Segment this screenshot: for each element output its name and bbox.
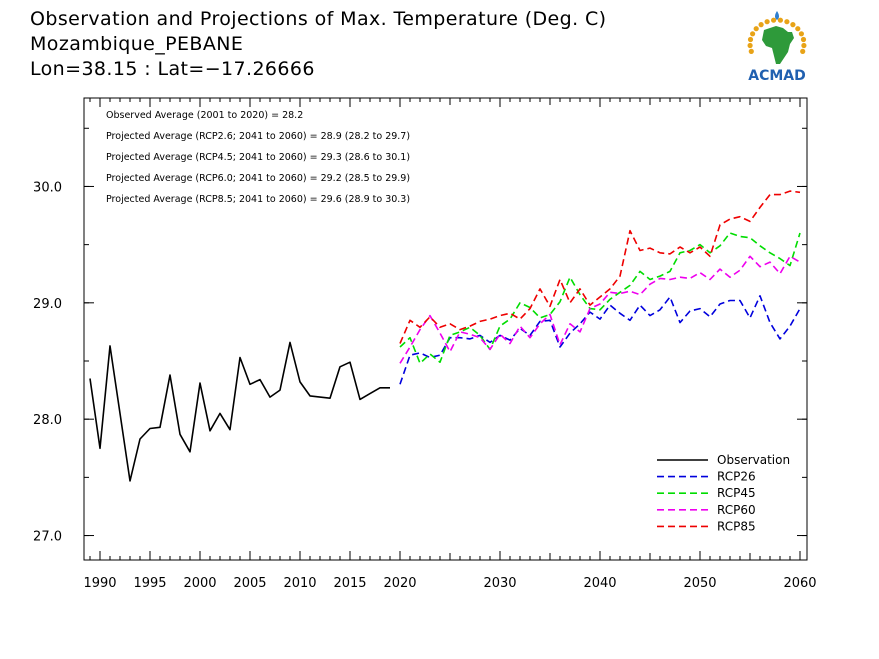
- sun-ray: [801, 42, 807, 49]
- logo-text: ACMAD: [748, 68, 806, 84]
- y-axis: 27.0 28.0 29.0 30.0: [33, 127, 807, 545]
- x-tick-label: 2030: [483, 576, 516, 591]
- legend: Observation RCP26 RCP45 RCP60 RCP85: [657, 453, 790, 533]
- series-observation: [89, 341, 390, 482]
- location-name: Mozambique_PEBANE: [30, 33, 244, 55]
- series-rcp26: [399, 294, 801, 385]
- coordinates: Lon=38.15 : Lat=−17.26666: [30, 58, 315, 80]
- y-tick-label: 28.0: [33, 413, 62, 428]
- sun-ring: [747, 17, 807, 55]
- x-tick-label: 2005: [233, 576, 266, 591]
- sun-ray: [747, 36, 754, 43]
- sun-ray: [784, 19, 790, 25]
- series-rcp85: [399, 190, 801, 344]
- sun-ray: [758, 22, 764, 28]
- sun-ray: [753, 26, 759, 32]
- sun-ray: [771, 17, 777, 23]
- plot-frame: [83, 97, 808, 561]
- sun-ray: [764, 19, 770, 25]
- legend-label: RCP60: [717, 503, 756, 517]
- legend-label: RCP26: [717, 470, 756, 484]
- x-tick-label: 2060: [783, 576, 816, 591]
- sun-ray: [798, 31, 804, 37]
- x-tick-label: 2040: [583, 576, 616, 591]
- water-drop-icon: [775, 11, 779, 20]
- sun-ray: [747, 42, 753, 49]
- x-tick-label: 1995: [133, 576, 166, 591]
- x-axis: 1990 1995 2000 2005 2010 2015 2020 2030 2040 2050…: [83, 98, 817, 591]
- x-tick-label: 2000: [183, 576, 216, 591]
- x-tick-label: 2020: [383, 576, 416, 591]
- y-tick-label: 30.0: [33, 180, 62, 195]
- sun-ray: [800, 36, 807, 43]
- legend-label: RCP85: [717, 519, 756, 533]
- x-tick-label: 1990: [83, 576, 116, 591]
- annotation-line: Projected Average (RCP6.0; 2041 to 2060)…: [106, 173, 410, 184]
- series-rcp60: [399, 255, 801, 364]
- annotation-line: Projected Average (RCP8.5; 2041 to 2060)…: [106, 194, 410, 205]
- y-tick-label: 27.0: [33, 530, 62, 545]
- annotations: Observed Average (2001 to 2020) = 28.2 Pr…: [106, 110, 410, 205]
- series-rcp45: [399, 232, 801, 365]
- legend-label: RCP45: [717, 486, 756, 500]
- legend-label: Observation: [717, 453, 790, 467]
- sun-ray: [790, 22, 796, 28]
- annotation-line: Observed Average (2001 to 2020) = 28.2: [106, 110, 303, 121]
- sun-ray: [795, 26, 801, 32]
- sun-ray: [748, 48, 754, 55]
- acmad-logo: ACMAD: [747, 11, 807, 84]
- sun-ray: [750, 31, 756, 37]
- x-tick-label: 2050: [683, 576, 716, 591]
- africa-shape: [762, 26, 794, 64]
- x-tick-label: 2010: [283, 576, 316, 591]
- sun-ray: [777, 17, 783, 23]
- chart-title: Observation and Projections of Max. Temp…: [30, 8, 607, 30]
- x-tick-label: 2015: [333, 576, 366, 591]
- series-layer: [89, 190, 801, 482]
- sun-ray: [800, 48, 806, 55]
- y-tick-label: 29.0: [33, 297, 62, 312]
- annotation-line: Projected Average (RCP4.5; 2041 to 2060)…: [106, 152, 410, 163]
- annotation-line: Projected Average (RCP2.6; 2041 to 2060)…: [106, 131, 410, 142]
